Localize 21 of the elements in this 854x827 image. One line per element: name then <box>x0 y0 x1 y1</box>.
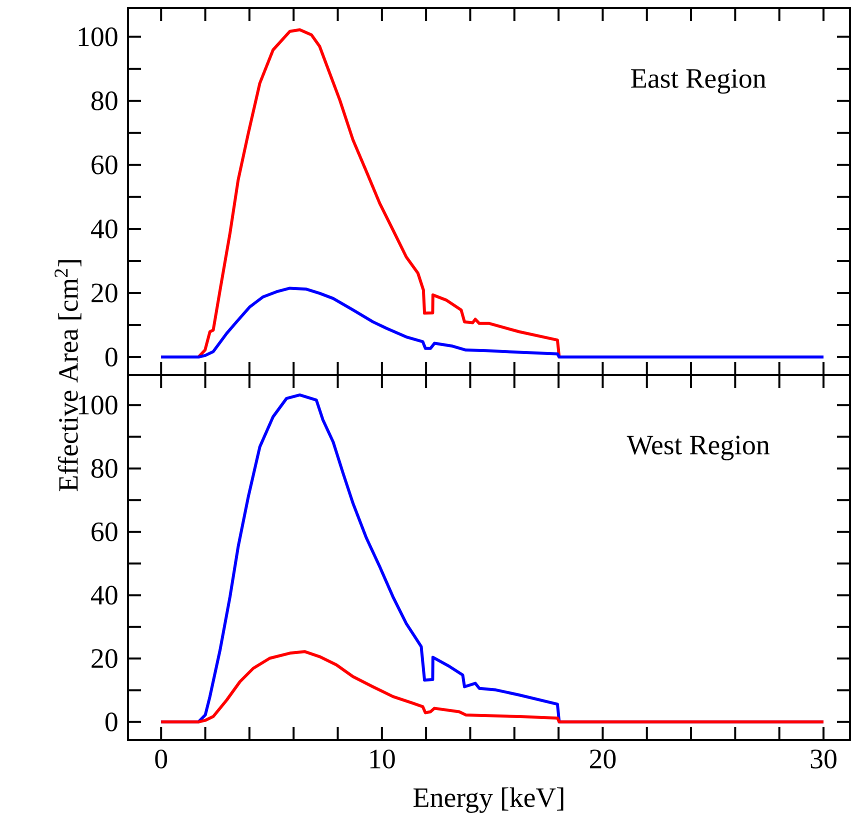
y-tick-label: 20 <box>92 284 118 302</box>
y-tick-label: 40 <box>90 220 118 238</box>
annotation: West Region <box>626 436 770 460</box>
y-tick-label: 20 <box>92 649 118 668</box>
y-tick-label: 80 <box>91 91 118 110</box>
line-series <box>160 650 826 724</box>
x-tick-label: 20 <box>590 750 616 768</box>
line-series <box>160 286 826 359</box>
x-axis-title: Energy [keV] <box>413 787 564 813</box>
x-tick-label: 0 <box>155 750 168 768</box>
y-tick-label: 40 <box>90 586 118 605</box>
y-tick-label: 80 <box>91 459 118 478</box>
x-tick-label: 10 <box>370 750 395 768</box>
y-tick-label: 60 <box>92 155 118 174</box>
y-tick-label: 60 <box>92 522 118 542</box>
y-tick-label: 0 <box>105 348 118 366</box>
y-tick-label: 100 <box>78 396 118 415</box>
annotation: East Region <box>631 69 766 94</box>
x-tick-label: 30 <box>810 750 836 768</box>
y-tick-label: 100 <box>78 27 118 46</box>
y-tick-label: 0 <box>105 712 118 732</box>
